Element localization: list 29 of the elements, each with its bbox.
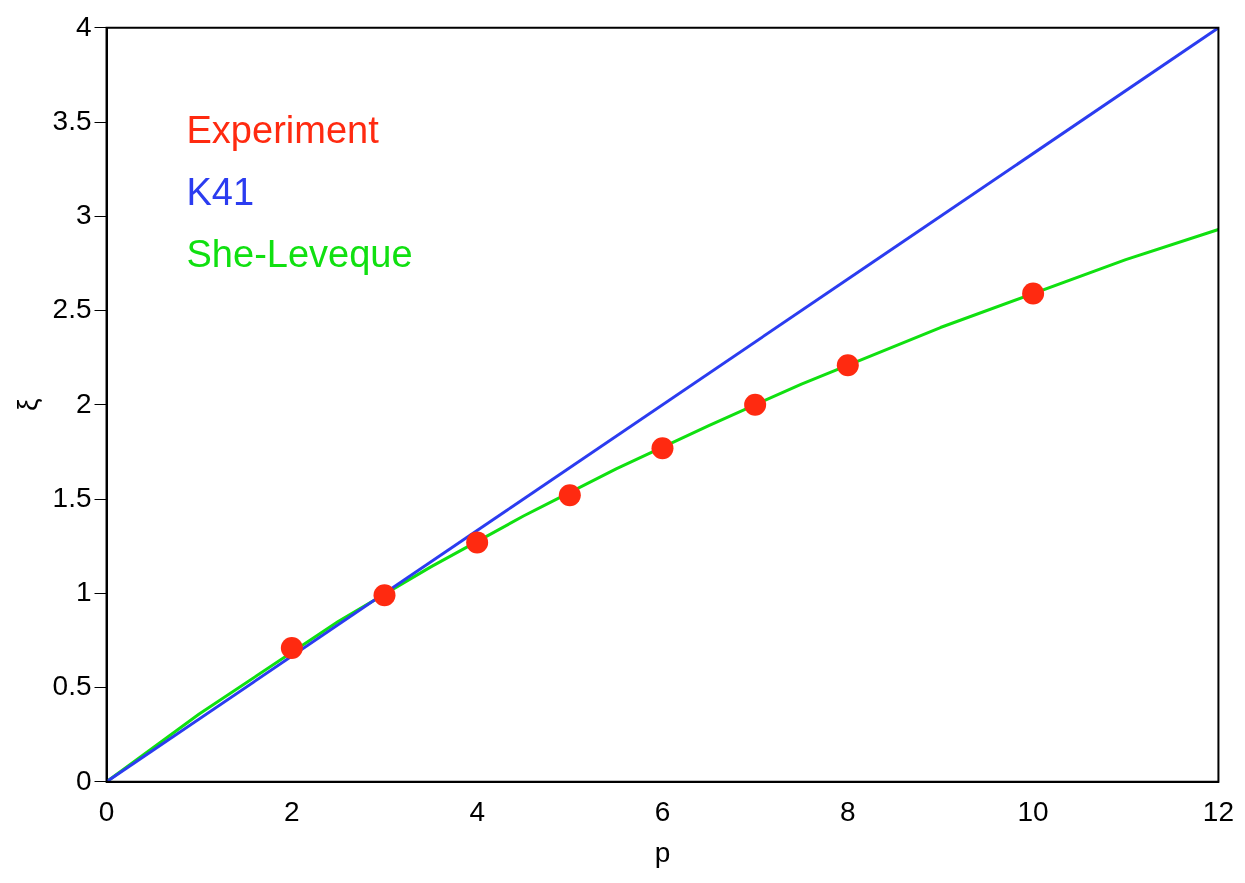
y-tick-label: 1 — [75, 576, 92, 608]
y-tick-label: 0 — [75, 764, 92, 796]
y-axis-title: ξ — [11, 398, 43, 412]
x-tick-label: 10 — [1017, 796, 1049, 828]
x-tick-label: 4 — [469, 796, 485, 828]
point — [651, 437, 674, 460]
x-axis-title: p — [654, 836, 671, 868]
point — [836, 354, 859, 377]
point — [466, 531, 489, 554]
x-tick-label: 12 — [1202, 796, 1235, 828]
x-tick-label: 0 — [98, 796, 115, 828]
text: She-Leveque — [186, 233, 413, 276]
y-tick-label: 0.5 — [52, 670, 92, 702]
x-tick-label: 8 — [840, 796, 856, 828]
point — [1022, 282, 1045, 305]
y-tick-label: 2 — [75, 387, 92, 419]
y-tick-label: 3.5 — [52, 104, 92, 136]
y-tick-label: 3 — [75, 199, 92, 231]
text: Experiment — [186, 109, 380, 152]
x-tick-label: 2 — [284, 796, 300, 828]
y-tick-label: 4 — [75, 10, 92, 42]
point — [558, 484, 581, 507]
x-tick-label: 6 — [654, 796, 671, 828]
text: K41 — [186, 171, 255, 214]
y-tick-label: 2.5 — [52, 293, 92, 325]
y-tick-label: 1.5 — [52, 481, 92, 513]
point — [373, 584, 396, 607]
point — [744, 393, 767, 416]
point — [280, 636, 303, 659]
